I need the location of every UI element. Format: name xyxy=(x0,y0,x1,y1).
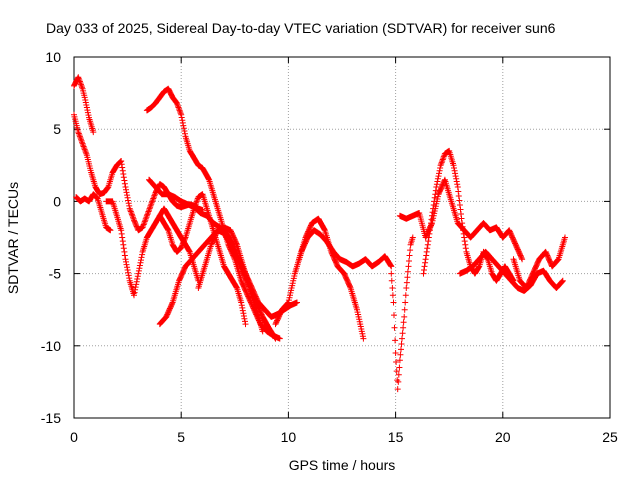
series-sat-j xyxy=(272,227,395,328)
point-markers xyxy=(103,198,202,299)
series-sat-c xyxy=(73,191,114,234)
point-markers xyxy=(420,147,517,284)
data-points xyxy=(71,74,568,393)
x-tick-label: 10 xyxy=(281,429,297,445)
y-tick-label: 5 xyxy=(53,121,61,137)
point-markers xyxy=(272,227,395,328)
x-tick-labels: 0 5 10 15 20 25 xyxy=(70,429,618,445)
x-tick-label: 20 xyxy=(495,429,511,445)
series-sat-m xyxy=(396,176,526,263)
point-markers xyxy=(71,74,97,136)
series-sat-a xyxy=(71,74,97,136)
series-sat-l xyxy=(388,234,416,393)
series-sat-p xyxy=(510,234,568,291)
point-markers xyxy=(156,191,249,328)
x-axis-title: GPS time / hours xyxy=(289,457,396,473)
series-sat-d xyxy=(103,198,202,299)
y-tick-label: 0 xyxy=(53,193,61,209)
x-tick-label: 25 xyxy=(602,429,618,445)
y-axis-title: SDTVAR / TECUs xyxy=(5,182,21,294)
series-sat-n xyxy=(420,147,517,284)
series-sat-h xyxy=(156,191,249,328)
x-tick-label: 5 xyxy=(177,429,185,445)
grid-lines xyxy=(74,57,610,418)
y-tick-label: -10 xyxy=(41,338,61,354)
y-tick-label: 10 xyxy=(45,49,61,65)
point-markers xyxy=(388,234,416,393)
point-markers xyxy=(510,234,568,291)
plot-frame xyxy=(73,56,611,419)
y-tick-label: -5 xyxy=(49,266,62,282)
series-sat-i xyxy=(195,224,266,335)
point-markers xyxy=(296,215,367,342)
series-sat-k xyxy=(296,215,367,342)
point-markers xyxy=(73,191,114,234)
axis-ticks xyxy=(73,56,611,419)
y-tick-labels: 10 5 0 -5 -10 -15 xyxy=(41,49,61,426)
point-markers xyxy=(396,176,526,263)
y-tick-label: -15 xyxy=(41,410,61,426)
point-markers xyxy=(195,224,266,335)
x-tick-label: 15 xyxy=(388,429,404,445)
x-tick-label: 0 xyxy=(70,429,78,445)
chart-title: Day 033 of 2025, Sidereal Day-to-day VTE… xyxy=(46,20,556,36)
